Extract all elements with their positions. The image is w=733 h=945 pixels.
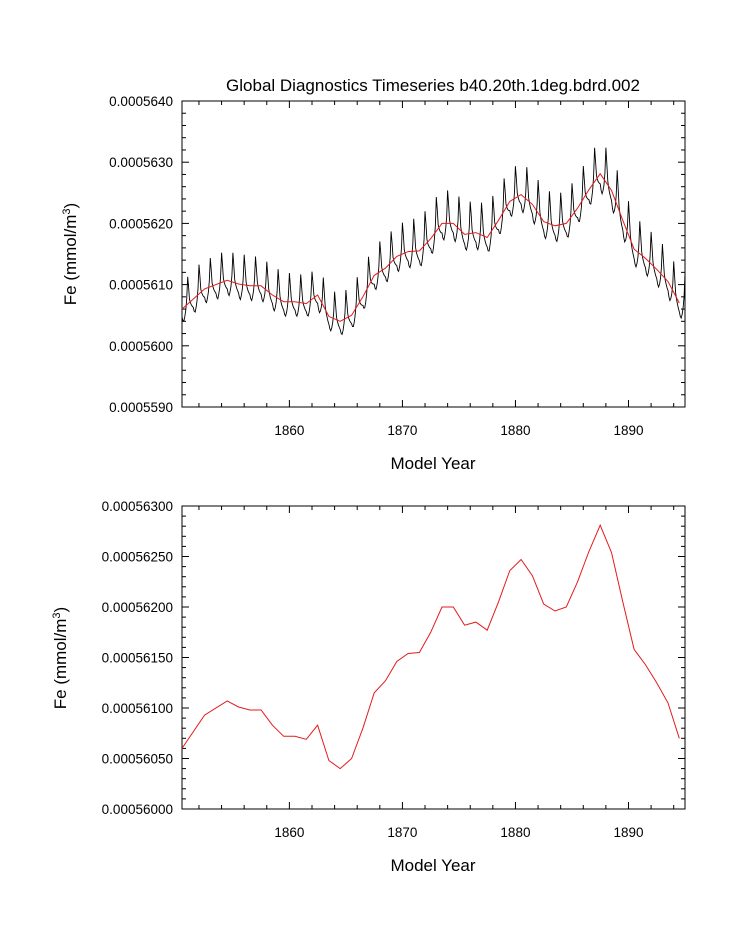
top-annual-series — [181, 172, 680, 322]
y-tick-label: 0.0005610 — [109, 278, 173, 293]
annual-mean-line — [181, 172, 680, 322]
top-x-axis: 1860 1870 1880 1890 — [198, 101, 675, 438]
bottom-x-axis-label: Model Year — [390, 856, 475, 875]
y-tick-label: 0.00056250 — [102, 550, 173, 565]
x-tick-label: 1880 — [500, 423, 530, 438]
bottom-y-axis: 0.00056000 0.00056050 0.00056100 0.00056150… — [102, 499, 685, 817]
top-x-axis-label: Model Year — [390, 454, 475, 473]
x-tick-label: 1860 — [274, 423, 304, 438]
figure-title: Global Diagnostics Timeseries b40.20th.1… — [226, 76, 640, 95]
bottom-annual-series — [181, 523, 680, 770]
x-tick-label: 1860 — [274, 825, 304, 840]
y-tick-label: 0.0005600 — [109, 339, 173, 354]
y-tick-label: 0.0005620 — [109, 216, 173, 231]
bottom-x-axis: 1860 1870 1880 1890 — [198, 506, 675, 840]
top-y-axis: 0.0005590 0.0005600 0.0005610 0.0005620 0.00… — [109, 94, 685, 415]
x-tick-label: 1890 — [613, 825, 643, 840]
x-tick-label: 1890 — [613, 423, 643, 438]
y-tick-label: 0.00056300 — [102, 499, 173, 514]
y-tick-label: 0.00056150 — [102, 651, 173, 666]
bottom-plot-frame — [181, 505, 686, 810]
top-monthly-series — [181, 147, 686, 336]
x-tick-label: 1870 — [387, 423, 417, 438]
y-tick-label: 0.00056200 — [102, 600, 173, 615]
y-tick-label: 0.00056050 — [102, 752, 173, 767]
top-plot-frame — [181, 100, 686, 408]
y-tick-label: 0.0005630 — [109, 155, 173, 170]
x-tick-label: 1870 — [387, 825, 417, 840]
y-tick-label: 0.0005640 — [109, 94, 173, 109]
y-tick-label: 0.00056000 — [102, 802, 173, 817]
monthly-line — [181, 147, 686, 336]
bottom-panel: 0.00056000 0.00056050 0.00056100 0.00056150… — [51, 499, 686, 875]
annual-mean-line — [181, 523, 680, 770]
top-panel: 0.0005590 0.0005600 0.0005610 0.0005620 0.00… — [61, 94, 686, 473]
x-tick-label: 1880 — [500, 825, 530, 840]
top-y-axis-label: Fe (mmol/m3) — [61, 203, 80, 305]
y-tick-label: 0.00056100 — [102, 701, 173, 716]
bottom-y-axis-label: Fe (mmol/m3) — [51, 607, 70, 709]
y-tick-label: 0.0005590 — [109, 400, 173, 415]
